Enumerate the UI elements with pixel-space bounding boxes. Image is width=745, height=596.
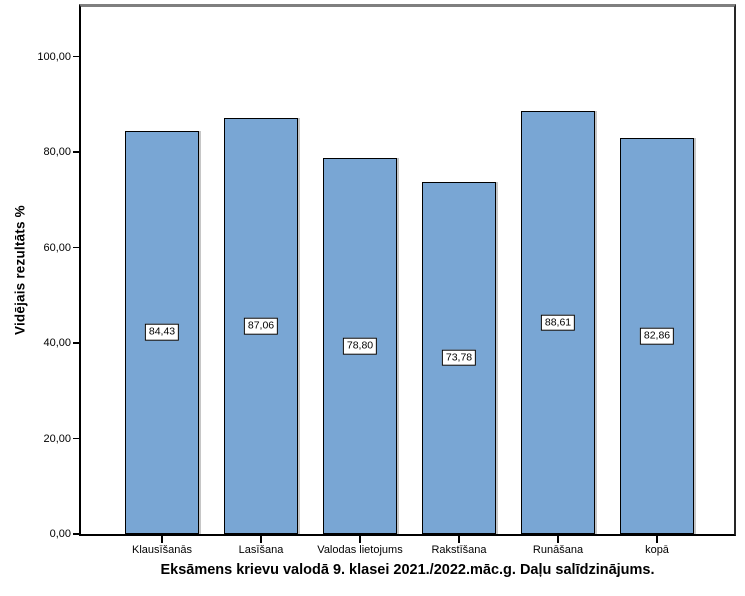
- x-tick-mark: [260, 536, 262, 543]
- y-tick-label: 40,00: [43, 337, 71, 350]
- x-tick-mark: [458, 536, 460, 543]
- bar-value-label: 82,86: [639, 327, 675, 345]
- x-tick-label: Lasīšana: [238, 544, 284, 556]
- y-tick-label: 0,00: [49, 528, 71, 540]
- x-tick-label: Valodas lietojums: [317, 544, 403, 556]
- y-tick-label: 80,00: [43, 146, 71, 159]
- bar-1: [224, 118, 298, 534]
- x-tick-mark: [656, 536, 658, 543]
- x-tick-label: Runāšana: [532, 544, 584, 556]
- bar-value-label: 88,61: [540, 314, 576, 331]
- bar-value-label: 73,78: [441, 349, 477, 367]
- x-tick-mark: [557, 536, 559, 543]
- bar-value-label: 84,43: [144, 324, 180, 341]
- chart-title: Eksāmens krievu valodā 9. klasei 2021./2…: [160, 562, 655, 578]
- bar-value-label: 87,06: [243, 317, 279, 335]
- y-tick-mark: [73, 246, 80, 249]
- y-tick-mark: [73, 533, 80, 535]
- y-tick-label: 20,00: [43, 432, 71, 445]
- x-tick-mark: [359, 536, 361, 543]
- y-tick-mark: [73, 437, 80, 440]
- y-tick-label: 60,00: [43, 241, 71, 254]
- y-axis-title: Vidējais rezultāts %: [12, 205, 28, 335]
- y-tick-mark: [73, 151, 80, 153]
- x-tick-label: Klausīšanās: [132, 544, 192, 556]
- y-tick-label: 100,00: [37, 50, 71, 63]
- y-tick-mark: [73, 342, 80, 344]
- x-tick-label: kopā: [645, 544, 669, 556]
- plot-area: 84,43 87,06 78,80 73,78 88,61 82,86 0,00 20,00…: [37, 4, 736, 556]
- x-tick-label: Rakstīšana: [431, 544, 487, 556]
- bar-value-label: 78,80: [342, 337, 378, 355]
- x-tick-mark: [161, 536, 163, 543]
- y-tick-mark: [73, 55, 80, 58]
